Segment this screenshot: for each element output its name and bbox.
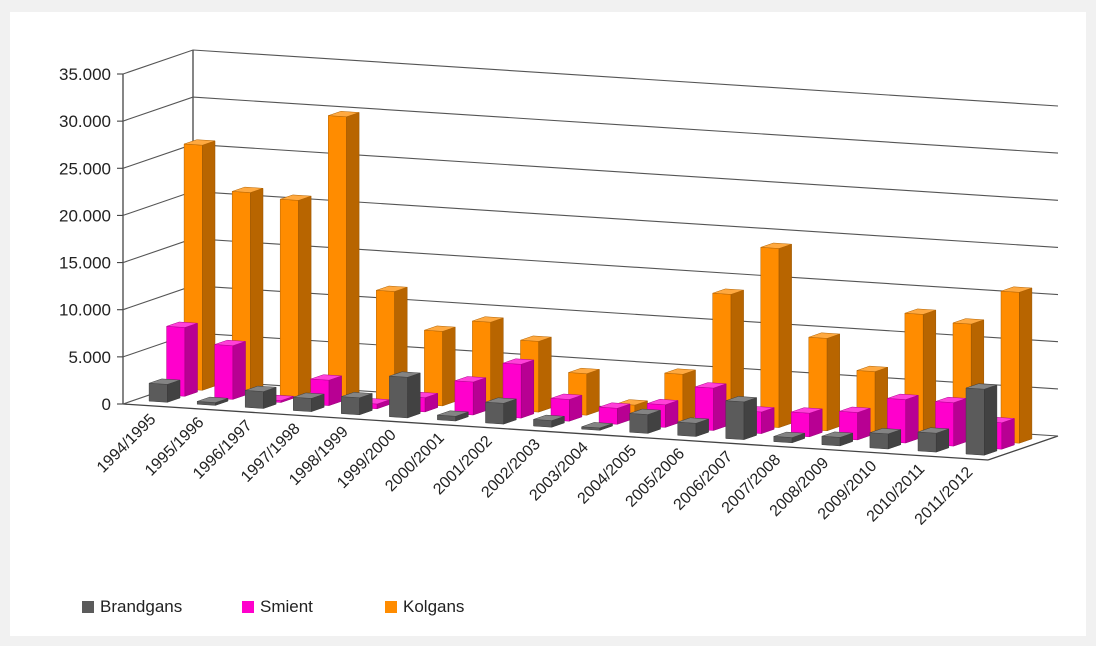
y-tick-label: 30.000 [59, 112, 111, 131]
bar-kolgans-1999/2000 [424, 325, 456, 407]
bar-brandgans-2008/2009 [821, 431, 853, 447]
gridline [122, 49, 1059, 107]
y-tick-label: 35.000 [59, 65, 111, 84]
legend-label: Kolgans [403, 597, 464, 616]
bar-brandgans-2009/2010 [869, 428, 902, 450]
bar-smient-2007/2008 [791, 407, 823, 438]
bar-brandgans-2001/2002 [485, 397, 517, 425]
bar-chart-3d: 0 5.000 10.000 15.000 20.000 25.000 30.000 35.0… [59, 49, 1059, 616]
bar-brandgans-1999/2000 [389, 371, 421, 419]
bar-smient-2000/2001 [454, 376, 487, 416]
legend-item-kolgans: Kolgans [385, 597, 464, 616]
bar-smient-2003/2004 [598, 402, 631, 425]
bar-brandgans-1995/1996 [196, 396, 229, 406]
bar-brandgans-2003/2004 [581, 422, 613, 431]
bar-brandgans-2002/2003 [533, 414, 565, 428]
bar-brandgans-2011/2012 [965, 383, 998, 456]
bar-brandgans-2004/2005 [629, 408, 661, 434]
bar-kolgans-2011/2012 [1000, 286, 1033, 444]
bar-brandgans-2006/2007 [725, 396, 757, 440]
legend-label: Brandgans [100, 597, 182, 616]
legend: Brandgans Smient Kolgans [82, 597, 464, 616]
bar-brandgans-2005/2006 [677, 417, 709, 437]
legend-item-brandgans: Brandgans [82, 597, 182, 616]
bar-smient-1995/1996 [214, 339, 246, 400]
bars [148, 111, 1033, 456]
bar-brandgans-2000/2001 [437, 410, 469, 422]
chart-panel: 0 5.000 10.000 15.000 20.000 25.000 30.000 35.0… [10, 12, 1086, 636]
y-tick-label: 0 [102, 395, 111, 414]
y-tick-label: 10.000 [59, 301, 111, 320]
legend-swatch [385, 601, 397, 613]
y-tick-label: 25.000 [59, 159, 111, 178]
legend-swatch [82, 601, 94, 613]
bar-kolgans-1996/1997 [279, 194, 312, 397]
legend-item-smient: Smient [242, 597, 313, 616]
gridline [122, 96, 1059, 154]
bar-brandgans-1998/1999 [341, 392, 373, 416]
bar-kolgans-2006/2007 [760, 242, 792, 428]
bar-brandgans-2007/2008 [773, 431, 805, 444]
bar-brandgans-1996/1997 [244, 385, 277, 409]
y-tick-label: 20.000 [59, 206, 111, 225]
y-axis-tick-labels: 0 5.000 10.000 15.000 20.000 25.000 30.000 35.0… [59, 65, 111, 414]
floor-front-edge [122, 403, 989, 461]
bar-brandgans-2010/2011 [917, 427, 950, 453]
bar-kolgans-2007/2008 [808, 332, 840, 432]
bar-brandgans-1994/1995 [148, 378, 181, 403]
floor-right-edge [987, 435, 1059, 461]
legend-label: Smient [260, 597, 313, 616]
legend-swatch [242, 601, 254, 613]
bar-kolgans-1997/1998 [328, 111, 360, 400]
bar-brandgans-1997/1998 [293, 392, 325, 412]
bar-kolgans-2008/2009 [856, 365, 888, 435]
y-tick-label: 5.000 [68, 348, 111, 367]
y-tick-label: 15.000 [59, 254, 111, 273]
